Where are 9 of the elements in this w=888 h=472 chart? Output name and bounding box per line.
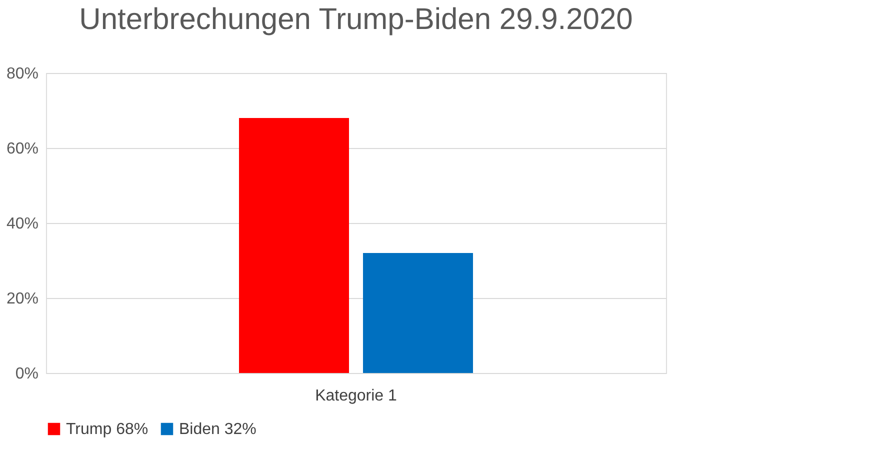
- y-tick-label: 80%: [6, 66, 38, 82]
- legend-label: Trump 68%: [66, 421, 148, 438]
- y-tick-label: 40%: [6, 216, 38, 232]
- legend-label: Biden 32%: [179, 421, 256, 438]
- y-tick-label: 60%: [6, 140, 38, 158]
- y-tick-label: 0%: [15, 366, 38, 382]
- y-tick-label: 20%: [6, 290, 38, 308]
- x-tick-label: Kategorie 1: [315, 388, 398, 404]
- chart-title: Unterbrechungen Trump-Biden 29.9.2020: [79, 3, 633, 36]
